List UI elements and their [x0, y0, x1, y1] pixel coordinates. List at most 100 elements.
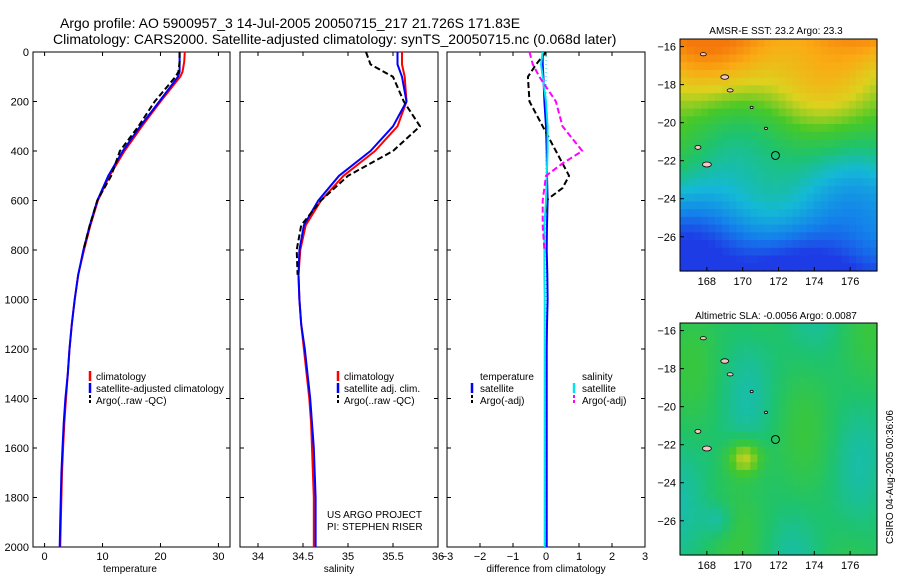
map-cell	[785, 77, 794, 86]
map-cell	[841, 431, 850, 440]
map-cell	[827, 493, 836, 502]
map-cell	[743, 539, 751, 548]
map-cell	[848, 369, 857, 378]
map-cell	[722, 39, 730, 48]
legend-label-climatology: climatology	[344, 372, 394, 383]
map-cell	[834, 439, 843, 448]
map-cell	[869, 255, 878, 264]
map-cell	[687, 69, 695, 79]
map-cell	[778, 547, 787, 556]
map-cell	[841, 77, 850, 86]
difference-panel: −3 −2 −1 0 1 2 3	[441, 51, 648, 563]
map-cell	[827, 439, 836, 448]
salinity-xlabel: salinity	[324, 564, 355, 575]
map-cell	[785, 247, 794, 257]
map-cell	[820, 170, 829, 179]
map-cell	[813, 392, 822, 401]
map-cell	[750, 185, 758, 195]
map-cell	[820, 77, 829, 86]
map-cell	[799, 446, 808, 456]
map-cell	[757, 39, 766, 48]
map-cell	[813, 485, 822, 494]
map-cell	[764, 69, 773, 79]
map-cell	[764, 77, 773, 86]
y-tick-label: 400	[11, 146, 29, 158]
map-cell	[813, 439, 822, 448]
map-cell	[848, 77, 857, 86]
map-y-tick-label: −22	[657, 156, 676, 168]
map-cell	[729, 108, 737, 117]
map-cell	[750, 353, 758, 363]
map-cell	[764, 531, 773, 541]
map-cell	[862, 408, 871, 417]
map-cell	[792, 338, 801, 347]
map-cell	[869, 485, 878, 494]
map-cell	[757, 85, 766, 94]
map-cell	[792, 232, 801, 241]
map-cell	[855, 377, 864, 386]
map-cell	[729, 201, 737, 210]
map-cell	[680, 423, 688, 432]
map-cell	[736, 240, 744, 249]
map-cell	[827, 39, 836, 48]
map-cell	[827, 185, 836, 195]
map-cell	[862, 62, 871, 71]
map-cell	[687, 93, 695, 102]
map-cell	[820, 377, 829, 386]
map-cell	[694, 485, 702, 494]
map-cell	[799, 508, 808, 517]
map-cell	[771, 185, 780, 195]
map-cell	[729, 446, 737, 456]
map-cell	[680, 493, 688, 502]
map-cell	[813, 263, 822, 272]
map-cell	[771, 400, 780, 409]
map-cell	[813, 400, 822, 409]
map-cell	[771, 454, 780, 463]
map-cell	[785, 100, 794, 110]
map-cell	[862, 216, 871, 226]
map-cell	[862, 263, 871, 272]
map-cell	[855, 162, 864, 172]
map-cell	[855, 108, 864, 117]
map-cell	[785, 500, 794, 510]
map-cell	[848, 469, 857, 479]
map-cell	[736, 353, 744, 363]
map-cell	[680, 116, 688, 125]
map-cell	[848, 524, 857, 533]
map-cell	[701, 415, 709, 425]
map-cell	[764, 185, 773, 195]
map-cell	[841, 485, 850, 494]
map-cell	[869, 39, 878, 48]
map-cell	[806, 485, 815, 494]
map-cell	[764, 139, 773, 148]
map-cell	[792, 446, 801, 456]
map-cell	[820, 69, 829, 79]
map-cell	[729, 100, 737, 110]
map-cell	[757, 131, 766, 141]
map-cell	[736, 477, 744, 486]
map-cell	[729, 54, 737, 63]
map-cell	[820, 255, 829, 264]
map-cell	[834, 116, 843, 125]
map-cell	[722, 516, 730, 525]
map-cell	[743, 240, 751, 249]
map-cell	[750, 377, 758, 386]
map-cell	[743, 446, 751, 456]
x-tick-label: 35	[342, 551, 354, 563]
map-cell	[862, 131, 871, 141]
map-cell	[771, 516, 780, 525]
map-cell	[708, 193, 716, 202]
map-cell	[701, 392, 709, 401]
map-cell	[827, 346, 836, 355]
map-cell	[792, 454, 801, 463]
map-cell	[722, 209, 730, 218]
map-cell	[834, 93, 843, 102]
map-cell	[687, 124, 695, 133]
map-cell	[743, 209, 751, 218]
map-cell	[848, 508, 857, 517]
map-cell	[694, 369, 702, 378]
map-cell	[701, 485, 709, 494]
map-cell	[848, 232, 857, 241]
map-cell	[862, 39, 871, 48]
map-cell	[701, 330, 709, 340]
